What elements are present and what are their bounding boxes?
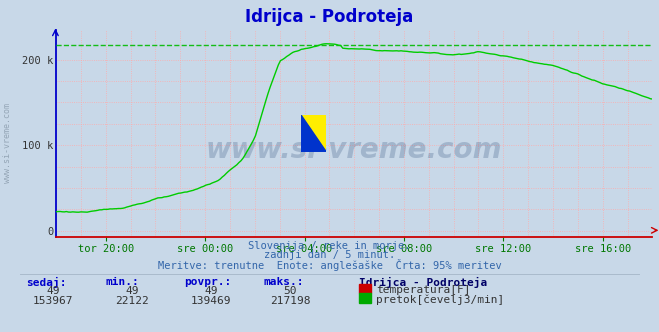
Text: www.si-vreme.com: www.si-vreme.com [3, 103, 13, 183]
Text: Meritve: trenutne  Enote: anglešaške  Črta: 95% meritev: Meritve: trenutne Enote: anglešaške Črta… [158, 259, 501, 271]
Text: 49: 49 [46, 286, 59, 296]
Text: 139469: 139469 [190, 296, 231, 306]
Text: min.:: min.: [105, 277, 139, 287]
Text: Idrijca - Podroteja: Idrijca - Podroteja [245, 8, 414, 26]
Text: 217198: 217198 [270, 296, 310, 306]
Text: maks.:: maks.: [264, 277, 304, 287]
Text: pretok[čevelj3/min]: pretok[čevelj3/min] [376, 294, 505, 305]
Text: 49: 49 [125, 286, 138, 296]
Text: 153967: 153967 [32, 296, 73, 306]
Polygon shape [301, 115, 326, 152]
Polygon shape [301, 115, 326, 152]
Text: Idrijca - Podroteja: Idrijca - Podroteja [359, 277, 488, 288]
Text: www.si-vreme.com: www.si-vreme.com [206, 136, 502, 164]
Text: zadnji dan / 5 minut.: zadnji dan / 5 minut. [264, 250, 395, 260]
Text: Slovenija / reke in morje.: Slovenija / reke in morje. [248, 241, 411, 251]
Text: 22122: 22122 [115, 296, 149, 306]
Text: 49: 49 [204, 286, 217, 296]
Text: sedaj:: sedaj: [26, 277, 67, 288]
Text: temperatura[F]: temperatura[F] [376, 285, 471, 294]
Text: povpr.:: povpr.: [185, 277, 232, 287]
Text: 50: 50 [283, 286, 297, 296]
